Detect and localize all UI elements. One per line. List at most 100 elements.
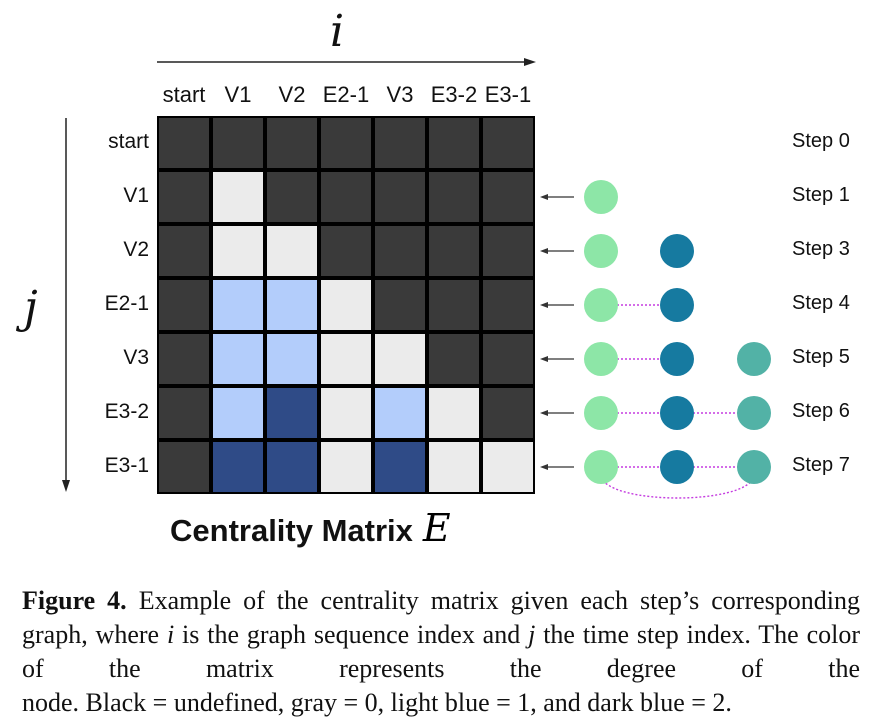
matrix-symbol: E: [422, 506, 451, 550]
graph-node: [584, 234, 618, 268]
matrix-title-text: Centrality Matrix: [170, 513, 413, 548]
column-header: E3-2: [430, 82, 478, 107]
matrix-cell: [429, 172, 479, 222]
column-header: E2-1: [322, 82, 370, 107]
caption-body: Figure 4. Example of the centrality matr…: [22, 584, 860, 686]
matrix-cell: [213, 280, 263, 330]
row-header: V1: [123, 184, 149, 207]
matrix-cell: [429, 388, 479, 438]
matrix-cell: [213, 172, 263, 222]
matrix-cell: [375, 442, 425, 492]
graph-node: [737, 450, 771, 484]
centrality-diagram: [62, 58, 771, 499]
matrix-cell: [267, 118, 317, 168]
matrix-cell: [375, 172, 425, 222]
step-label: Step 5: [792, 346, 850, 368]
matrix-cell: [159, 118, 209, 168]
matrix-cell: [429, 334, 479, 384]
matrix-cell: [429, 226, 479, 276]
matrix-cell: [375, 226, 425, 276]
graph-node: [584, 396, 618, 430]
i-axis-label: i: [330, 6, 345, 57]
row-header: V2: [123, 238, 149, 261]
row-header: V3: [123, 346, 149, 369]
step-label: Step 0: [792, 130, 850, 152]
graph-node: [660, 396, 694, 430]
caption-part3: the time step index. The color of the ma…: [22, 620, 860, 683]
column-header: V3: [386, 82, 414, 107]
matrix-cell: [483, 280, 533, 330]
matrix-cell: [483, 172, 533, 222]
matrix-cell: [159, 280, 209, 330]
matrix-cell: [321, 334, 371, 384]
row-pointer-arrowhead: [540, 410, 548, 416]
matrix-cell: [429, 280, 479, 330]
row-pointer-arrowhead: [540, 248, 548, 254]
column-header: V1: [224, 82, 252, 107]
matrix-cell: [159, 172, 209, 222]
matrix-cell: [483, 226, 533, 276]
figure-caption: Figure 4. Example of the centrality matr…: [22, 584, 860, 720]
graph-node: [660, 234, 694, 268]
row-pointer-arrowhead: [540, 356, 548, 362]
matrix-cell: [483, 388, 533, 438]
matrix-cell: [267, 172, 317, 222]
row-pointer-arrowhead: [540, 302, 548, 308]
matrix-cell: [267, 442, 317, 492]
matrix-cell: [267, 388, 317, 438]
matrix-cell: [159, 226, 209, 276]
matrix-cell: [321, 280, 371, 330]
graph-node: [660, 288, 694, 322]
matrix-cell: [483, 118, 533, 168]
matrix-cell: [267, 226, 317, 276]
graph-edge: [600, 476, 755, 499]
matrix-cell: [213, 442, 263, 492]
matrix-cell: [213, 334, 263, 384]
matrix-cell: [429, 442, 479, 492]
graph-node: [584, 342, 618, 376]
graph-node: [737, 396, 771, 430]
matrix-cell: [321, 172, 371, 222]
j-axis-arrow-head: [62, 480, 70, 492]
matrix-cell: [375, 118, 425, 168]
step-label: Step 3: [792, 238, 850, 260]
matrix-cell: [159, 388, 209, 438]
matrix-cell: [429, 118, 479, 168]
caption-label: Figure 4.: [22, 586, 127, 615]
matrix-cell: [321, 226, 371, 276]
graph-node: [660, 342, 694, 376]
row-header: E3-2: [104, 400, 149, 423]
row-pointer-arrowhead: [540, 464, 548, 470]
step-label: Step 1: [792, 184, 850, 206]
column-header: E3-1: [484, 82, 532, 107]
row-header: E3-1: [104, 454, 149, 477]
caption-i: i: [166, 620, 175, 649]
matrix-cell: [213, 118, 263, 168]
graph-node: [584, 180, 618, 214]
column-header: start: [162, 82, 206, 107]
graph-node: [660, 450, 694, 484]
step-label: Step 7: [792, 454, 850, 476]
matrix-cell: [213, 388, 263, 438]
matrix-cell: [375, 388, 425, 438]
matrix-cell: [321, 442, 371, 492]
step-label: Step 6: [792, 400, 850, 422]
matrix-title: Centrality Matrix E: [170, 506, 451, 550]
matrix-cell: [375, 280, 425, 330]
caption-part1: Example of the centrality matrix given e…: [22, 586, 860, 649]
matrix-cell: [159, 334, 209, 384]
matrix-cell: [321, 388, 371, 438]
graph-node: [584, 288, 618, 322]
caption-j: j: [528, 620, 536, 649]
j-axis-label: j: [24, 282, 38, 333]
matrix-cell: [375, 334, 425, 384]
matrix-cell: [267, 334, 317, 384]
matrix-cell: [213, 226, 263, 276]
column-header: V2: [278, 82, 306, 107]
i-axis-arrow-head: [524, 58, 536, 66]
matrix-cell: [321, 118, 371, 168]
row-pointer-arrowhead: [540, 194, 548, 200]
row-header: start: [108, 130, 149, 153]
step-label: Step 4: [792, 292, 850, 314]
caption-part2: is the graph sequence index and: [174, 620, 529, 649]
